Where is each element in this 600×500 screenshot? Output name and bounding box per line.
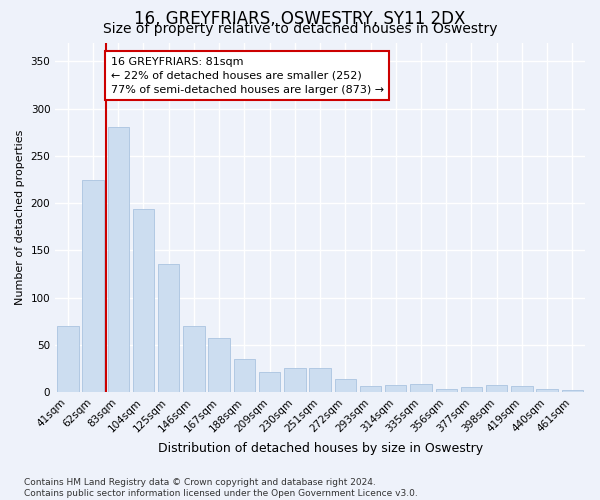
Bar (536, 389, 558, 392)
Text: 16 GREYFRIARS: 81sqm
← 22% of detached houses are smaller (252)
77% of semi-deta: 16 GREYFRIARS: 81sqm ← 22% of detached h… (110, 56, 384, 94)
Text: Contains HM Land Registry data © Crown copyright and database right 2024.
Contai: Contains HM Land Registry data © Crown c… (24, 478, 418, 498)
Bar (436, 389, 457, 392)
Bar (335, 378, 356, 392)
Bar (107, 126, 129, 392)
Bar (183, 326, 205, 392)
Y-axis label: Number of detached properties: Number of detached properties (15, 130, 25, 305)
Bar (133, 208, 154, 392)
Bar (233, 359, 255, 392)
Bar (82, 180, 104, 392)
Bar (259, 372, 280, 392)
Bar (562, 390, 583, 392)
Bar (385, 386, 406, 392)
Bar (208, 338, 230, 392)
Bar (410, 384, 432, 392)
Bar (57, 326, 79, 392)
Bar (461, 387, 482, 392)
Bar (360, 386, 381, 392)
Bar (310, 368, 331, 392)
Bar (284, 368, 305, 392)
X-axis label: Distribution of detached houses by size in Oswestry: Distribution of detached houses by size … (158, 442, 482, 455)
Text: 16, GREYFRIARS, OSWESTRY, SY11 2DX: 16, GREYFRIARS, OSWESTRY, SY11 2DX (134, 10, 466, 28)
Text: Size of property relative to detached houses in Oswestry: Size of property relative to detached ho… (103, 22, 497, 36)
Bar (486, 386, 508, 392)
Bar (158, 264, 179, 392)
Bar (511, 386, 533, 392)
